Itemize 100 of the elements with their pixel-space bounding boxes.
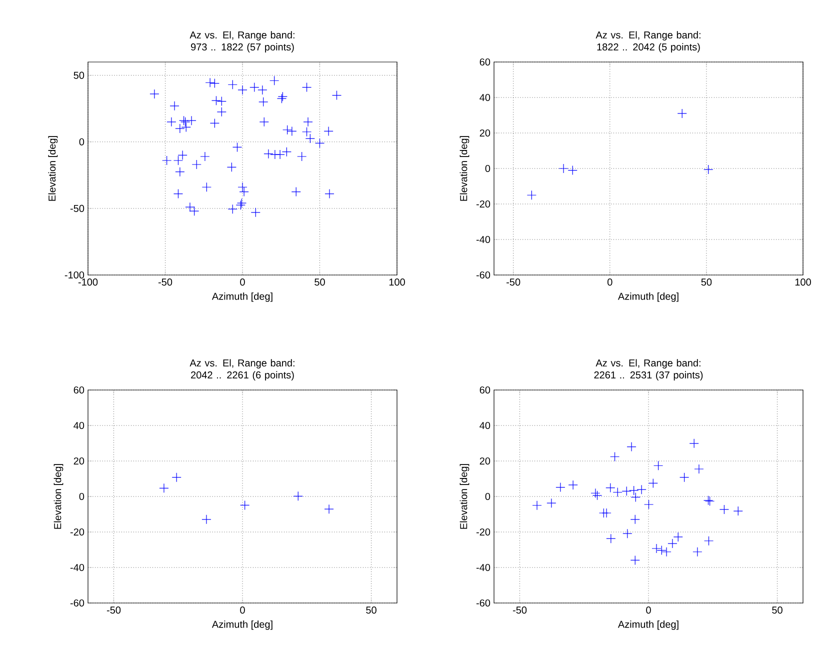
point [558,164,568,174]
point [226,162,236,172]
x-tick-label: 0 [240,278,245,286]
y-axis-title: Elevation [deg] [54,464,64,529]
point [291,186,301,197]
point [287,126,297,136]
chart-title: Az vs. El, Range band: 973 .. 1822 (57 points) [190,31,294,52]
point [228,80,238,90]
x-tick-label: 50 [366,606,376,614]
point [324,188,334,199]
point [606,483,616,493]
point [719,504,730,514]
point [250,208,260,218]
y-tick-label: -20 [476,200,490,208]
point [629,486,639,496]
point [178,150,188,160]
y-tick-label: 0 [79,492,84,500]
point [211,96,222,106]
point [704,536,714,546]
point [668,538,678,548]
point [733,506,743,516]
y-axis-title: Elevation [deg] [48,136,58,201]
y-axis-title: Elevation [deg] [460,136,470,201]
y-tick-label: 20 [74,457,84,465]
point [332,90,342,100]
point [189,206,200,216]
point [202,514,212,524]
x-tick-label: -50 [158,278,172,286]
point [181,122,191,132]
point [175,167,185,177]
point [662,547,672,557]
point [546,498,556,508]
x-tick-label: -50 [506,278,520,286]
x-axis-title: Azimuth [deg] [618,292,678,302]
x-tick-label: 0 [646,606,651,614]
x-tick-label: 100 [389,278,405,286]
point [592,490,602,500]
point [324,504,334,514]
point [302,82,312,92]
point [653,460,664,470]
point [556,482,566,492]
point [232,142,242,152]
point [173,188,184,199]
point [610,452,620,462]
point [590,488,600,498]
point [238,85,248,95]
y-tick-label: 0 [79,138,84,146]
chart-title: Az vs. El, Range band: 2042 .. 2261 (6 points) [190,359,294,380]
x-tick-label: 50 [314,278,325,286]
point [568,165,578,176]
point [630,514,640,524]
y-tick-label: -20 [476,528,490,536]
point [677,108,687,118]
point [626,442,636,452]
point [192,160,202,170]
point [656,545,666,556]
y-tick-label: 0 [485,164,490,172]
point [630,555,640,566]
y-tick-label: -50 [70,204,84,212]
point [622,528,632,538]
point [159,483,169,493]
y-axis-title: Elevation [deg] [460,464,470,529]
point [282,147,292,157]
point [644,500,654,510]
point [297,152,307,162]
point [532,500,542,510]
y-tick-label: 40 [480,422,490,430]
point [259,117,269,127]
y-tick-label: 40 [480,94,490,102]
x-tick-label: 50 [701,278,712,286]
point [704,164,714,174]
point [606,534,616,544]
y-tick-label: -60 [476,599,490,607]
point [175,124,185,134]
point [303,117,313,127]
point [240,500,250,510]
point [293,491,303,501]
x-tick-label: 0 [240,606,245,614]
point [186,116,196,126]
point [170,101,180,111]
x-axis-title: Azimuth [deg] [212,292,272,302]
point [173,156,184,166]
y-tick-label: 60 [480,58,490,66]
y-tick-label: -60 [70,599,84,607]
point [264,149,274,159]
point [238,182,248,192]
y-tick-label: 0 [485,492,490,500]
point [239,186,249,197]
point [210,118,220,128]
x-tick-label: 0 [607,278,612,286]
point [630,492,640,502]
y-tick-label: 20 [480,129,490,137]
y-tick-label: -60 [476,271,490,279]
point [202,182,212,192]
point [636,484,646,494]
x-tick-label: -50 [106,606,121,614]
x-axis-title: Azimuth [deg] [212,620,272,630]
point [216,96,226,106]
point [172,472,182,482]
point [282,125,292,135]
